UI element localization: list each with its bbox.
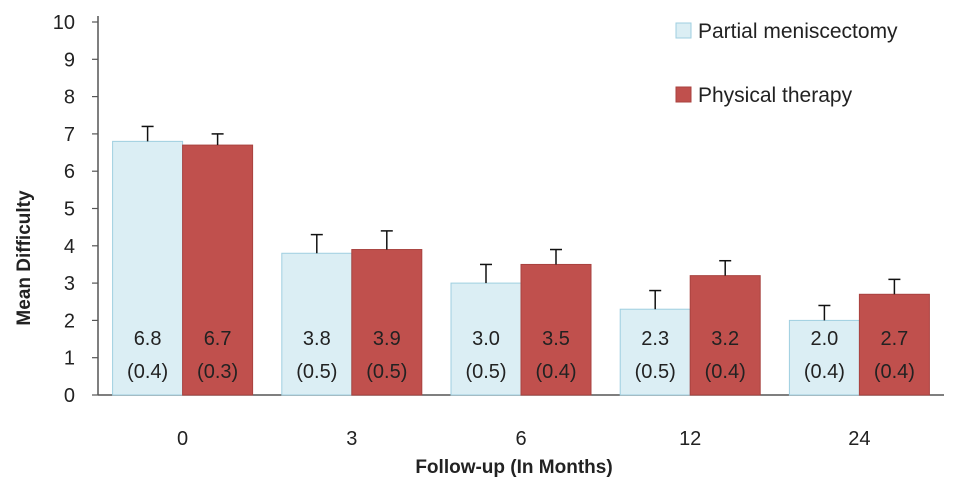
value-label: 6.8 xyxy=(134,328,162,350)
bars xyxy=(112,125,930,396)
bar xyxy=(351,249,423,396)
y-tick-label: 4 xyxy=(64,236,75,258)
error-label: (0.4) xyxy=(804,361,845,383)
x-tick-label: 12 xyxy=(679,428,701,450)
data-labels: 6.8 (0.4) 3.8 (0.5) 3.0 (0.5) 2.3 (0.5) 2.0 (0.4)… xyxy=(127,328,915,383)
value-label: 3.0 xyxy=(472,328,500,350)
y-tick-label: 9 xyxy=(64,49,75,71)
value-label: 6.7 xyxy=(204,328,232,350)
error-label: (0.5) xyxy=(296,361,337,383)
legend-swatch xyxy=(675,22,692,39)
bar xyxy=(689,275,761,396)
x-axis-title: Follow-up (In Months) xyxy=(415,457,612,478)
y-axis-title: Mean Difficulty xyxy=(14,190,35,326)
x-axis: 0 3 6 12 24 xyxy=(98,394,944,450)
error-label: (0.4) xyxy=(127,361,168,383)
value-label: 3.9 xyxy=(373,328,401,350)
value-label: 2.7 xyxy=(880,328,908,350)
y-tick-label: 2 xyxy=(64,310,75,332)
y-tick-label: 5 xyxy=(64,199,75,221)
value-label: 2.0 xyxy=(810,328,838,350)
value-label: 3.8 xyxy=(303,328,331,350)
x-tick-label: 24 xyxy=(848,428,870,450)
bar xyxy=(520,263,592,396)
y-axis: 0 1 2 3 4 5 6 7 8 9 10 xyxy=(53,12,99,407)
bar xyxy=(112,140,184,396)
y-tick-label: 6 xyxy=(64,161,75,183)
error-label: (0.5) xyxy=(635,361,676,383)
error-label: (0.4) xyxy=(705,361,746,383)
legend-label: Partial meniscectomy xyxy=(698,20,898,43)
legend-swatch xyxy=(675,86,692,103)
error-label: (0.5) xyxy=(366,361,407,383)
x-tick-label: 0 xyxy=(177,428,188,450)
y-tick-label: 1 xyxy=(64,348,75,370)
bar xyxy=(182,144,254,396)
error-label: (0.5) xyxy=(465,361,506,383)
legend: Partial meniscectomy Physical therapy xyxy=(675,20,898,107)
bar xyxy=(858,293,930,396)
x-tick-label: 3 xyxy=(346,428,357,450)
bar xyxy=(619,308,691,396)
error-label: (0.4) xyxy=(535,361,576,383)
x-tick-label: 6 xyxy=(515,428,526,450)
y-tick-label: 7 xyxy=(64,124,75,146)
y-tick-label: 8 xyxy=(64,87,75,109)
y-tick-label: 0 xyxy=(64,385,75,407)
bar xyxy=(281,252,353,396)
value-label: 3.5 xyxy=(542,328,570,350)
legend-label: Physical therapy xyxy=(698,84,853,107)
y-tick-label: 10 xyxy=(53,12,75,34)
bar xyxy=(450,282,522,396)
y-tick-label: 3 xyxy=(64,273,75,295)
value-label: 2.3 xyxy=(641,328,669,350)
value-label: 3.2 xyxy=(711,328,739,350)
error-label: (0.3) xyxy=(197,361,238,383)
error-label: (0.4) xyxy=(874,361,915,383)
